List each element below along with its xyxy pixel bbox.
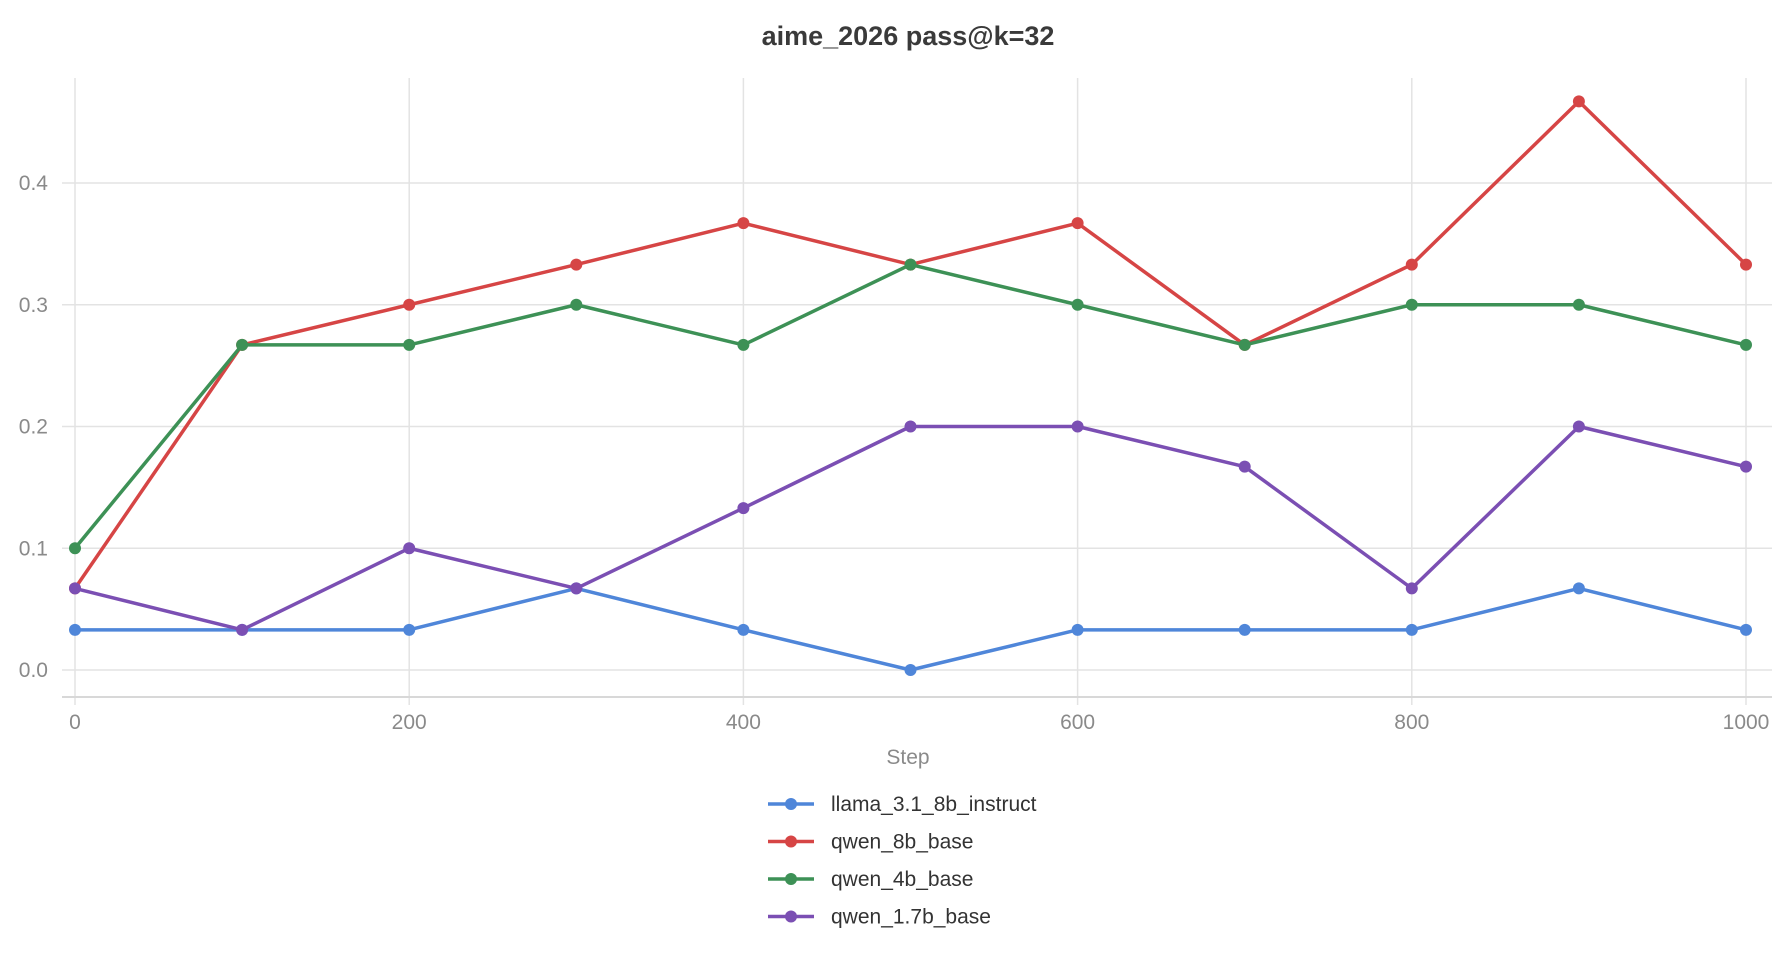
data-point[interactable] — [737, 623, 750, 636]
data-point[interactable] — [1405, 298, 1418, 311]
series-llama_3.1_8b_instruct — [69, 582, 1752, 676]
legend: llama_3.1_8b_instruct qwen_8b_base qwen_4b… — [768, 793, 1037, 929]
data-point[interactable] — [236, 338, 249, 351]
data-point[interactable] — [1572, 582, 1585, 595]
data-point[interactable] — [737, 338, 750, 351]
data-point[interactable] — [570, 258, 583, 271]
legend-swatch-marker — [785, 835, 797, 848]
data-point[interactable] — [69, 582, 81, 595]
data-point[interactable] — [1238, 338, 1251, 351]
data-point[interactable] — [1572, 420, 1585, 433]
data-point[interactable] — [570, 582, 583, 595]
y-tick-label: 0.0 — [19, 659, 48, 682]
data-point[interactable] — [403, 623, 416, 636]
y-tick-label: 0.2 — [19, 416, 48, 439]
legend-item[interactable]: llama_3.1_8b_instruct — [768, 793, 1037, 816]
data-point[interactable] — [1238, 623, 1251, 636]
y-tick-label: 0.4 — [19, 172, 49, 195]
data-point[interactable] — [1238, 460, 1251, 473]
grid — [62, 78, 1772, 705]
data-point[interactable] — [904, 664, 917, 676]
data-point[interactable] — [1740, 258, 1752, 271]
data-point[interactable] — [1740, 338, 1752, 351]
x-tick-label: 400 — [726, 711, 761, 734]
x-tick-label: 200 — [392, 711, 427, 734]
data-point[interactable] — [904, 420, 917, 433]
y-tick-label: 0.1 — [19, 537, 48, 560]
x-tick-label: 600 — [1060, 711, 1095, 734]
x-axis-label: Step — [886, 746, 929, 769]
data-point[interactable] — [570, 298, 583, 311]
data-point[interactable] — [1071, 217, 1084, 230]
data-point[interactable] — [403, 338, 416, 351]
legend-label: qwen_4b_base — [831, 868, 973, 891]
data-point[interactable] — [1740, 460, 1752, 473]
legend-swatch-marker — [785, 873, 797, 885]
data-point[interactable] — [403, 542, 416, 555]
data-point[interactable] — [904, 258, 917, 271]
axes: 0 200 400 600 800 1000 0.0 0.1 0.2 0.3 0.4 — [19, 172, 1772, 734]
legend-swatch-marker — [785, 798, 797, 810]
legend-item[interactable]: qwen_8b_base — [768, 831, 973, 854]
chart-title: aime_2026 pass@k=32 — [762, 21, 1055, 51]
data-point[interactable] — [737, 502, 750, 515]
data-point[interactable] — [1071, 298, 1084, 311]
data-point[interactable] — [403, 298, 416, 311]
x-tick-label: 1000 — [1723, 711, 1770, 734]
data-point[interactable] — [737, 217, 750, 230]
data-point[interactable] — [1071, 623, 1084, 636]
legend-label: qwen_8b_base — [831, 831, 973, 854]
legend-item[interactable]: qwen_4b_base — [768, 868, 973, 891]
legend-label: llama_3.1_8b_instruct — [831, 793, 1037, 816]
x-tick-label: 800 — [1394, 711, 1429, 734]
legend-item[interactable]: qwen_1.7b_base — [768, 906, 991, 929]
plot-area — [69, 95, 1752, 676]
data-point[interactable] — [1572, 95, 1585, 108]
series-qwen_1.7b_base — [69, 420, 1752, 636]
legend-label: qwen_1.7b_base — [831, 906, 991, 929]
data-point[interactable] — [1405, 582, 1418, 595]
data-point[interactable] — [1071, 420, 1084, 433]
data-point[interactable] — [1405, 623, 1418, 636]
series-line — [73, 586, 1748, 672]
data-point[interactable] — [1572, 298, 1585, 311]
series-line — [73, 424, 1748, 632]
series-qwen_4b_base — [69, 258, 1752, 555]
data-point[interactable] — [69, 623, 81, 636]
data-point[interactable] — [236, 623, 249, 636]
data-point[interactable] — [1405, 258, 1418, 271]
legend-swatch-marker — [785, 910, 797, 923]
x-tick-label: 0 — [69, 711, 81, 734]
data-point[interactable] — [1740, 623, 1752, 636]
y-tick-label: 0.3 — [19, 294, 48, 317]
data-point[interactable] — [69, 542, 81, 555]
